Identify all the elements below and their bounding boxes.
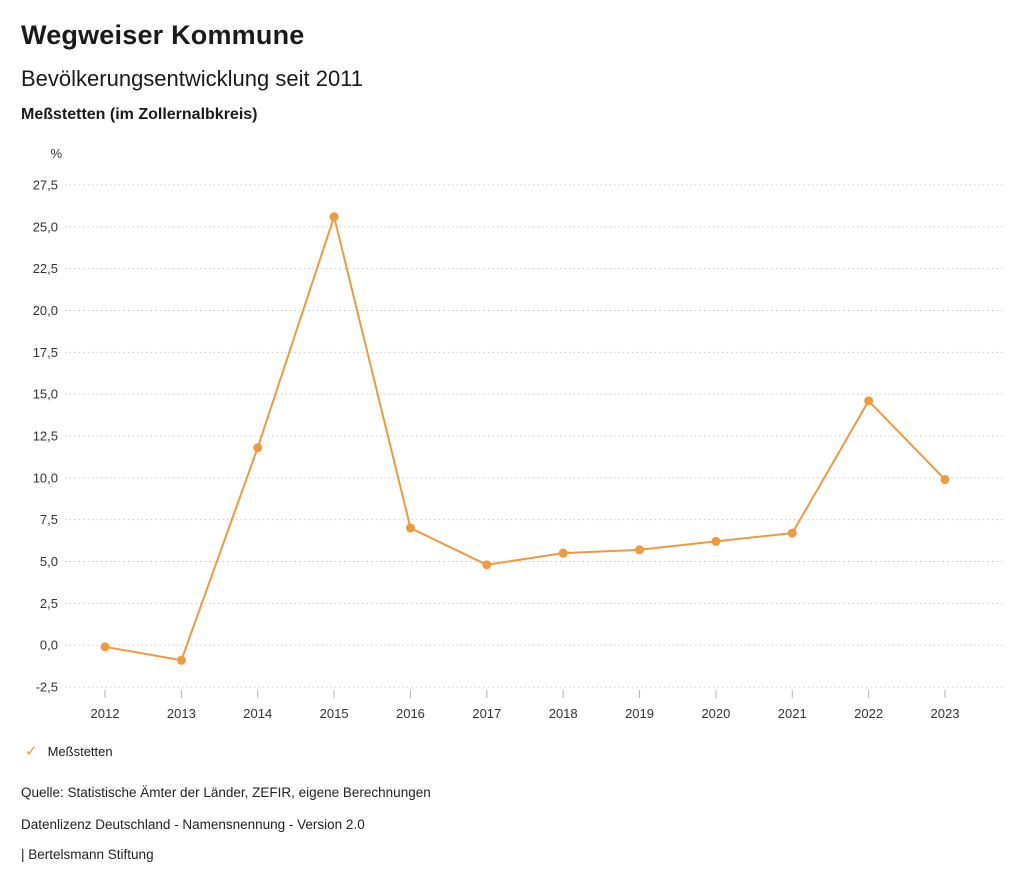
y-axis-unit-label: % — [50, 146, 62, 161]
chart-title: Bevölkerungsentwicklung seit 2011 — [21, 66, 364, 91]
y-tick-label: 27,5 — [33, 178, 58, 193]
y-tick-label: 10,0 — [33, 470, 58, 485]
x-tick-label: 2015 — [320, 706, 349, 721]
source-note: Quelle: Statistische Ämter der Länder, Z… — [21, 785, 431, 800]
x-tick-label: 2013 — [167, 706, 196, 721]
data-point-2020[interactable] — [711, 536, 721, 546]
series-line — [104, 213, 946, 662]
data-point-2016[interactable] — [405, 523, 415, 533]
data-point-2021[interactable] — [787, 528, 797, 538]
attribution-note: | Bertelsmann Stiftung — [21, 847, 154, 862]
data-point-2017[interactable] — [482, 560, 492, 570]
checkmark-icon: ✓ — [25, 743, 38, 760]
data-point-2014[interactable] — [253, 443, 263, 453]
x-tick-label: 2019 — [625, 706, 654, 721]
data-point-2013[interactable] — [176, 655, 186, 665]
y-tick-label: 12,5 — [33, 429, 58, 444]
data-point-2019[interactable] — [635, 545, 645, 555]
y-tick-label: 7,5 — [40, 512, 58, 527]
data-point-2022[interactable] — [864, 396, 874, 406]
y-tick-label: 17,5 — [33, 345, 58, 360]
y-tick-label: 2,5 — [40, 596, 58, 611]
x-tick-label: 2020 — [701, 706, 730, 721]
y-tick-label: 22,5 — [33, 261, 58, 276]
y-tick-label: -2,5 — [36, 680, 58, 695]
y-tick-label: 25,0 — [33, 219, 58, 234]
x-tick-label: 2017 — [472, 706, 501, 721]
y-tick-label: 5,0 — [40, 554, 58, 569]
x-tick-label: 2023 — [931, 706, 960, 721]
license-note: Datenlizenz Deutschland - Namensnennung … — [21, 817, 365, 832]
population-development-line-chart: % 27,5 25,0 22,5 20,0 17,5 15,0 12,5 10,0 7,5 5,0 2… — [33, 146, 1005, 721]
y-tick-label: 15,0 — [33, 387, 58, 402]
x-tick-label: 2021 — [778, 706, 807, 721]
x-tick-label: 2022 — [854, 706, 883, 721]
region-subtitle: Meßstetten (im Zollernalbkreis) — [21, 106, 258, 123]
data-point-2018[interactable] — [558, 548, 568, 558]
legend-item-messtetten[interactable]: ✓ Meßstetten — [25, 744, 113, 759]
data-point-2012[interactable] — [100, 642, 110, 652]
page-title: Wegweiser Kommune — [21, 20, 305, 50]
y-tick-label: 0,0 — [40, 638, 58, 653]
data-point-2015[interactable] — [329, 212, 339, 222]
y-tick-label: 20,0 — [33, 303, 58, 318]
x-tick-label: 2016 — [396, 706, 425, 721]
legend-label: Meßstetten — [47, 744, 113, 759]
x-tick-label: 2018 — [549, 706, 578, 721]
data-point-2023[interactable] — [940, 475, 950, 485]
x-tick-label: 2012 — [91, 706, 120, 721]
x-tick-label: 2014 — [243, 706, 272, 721]
